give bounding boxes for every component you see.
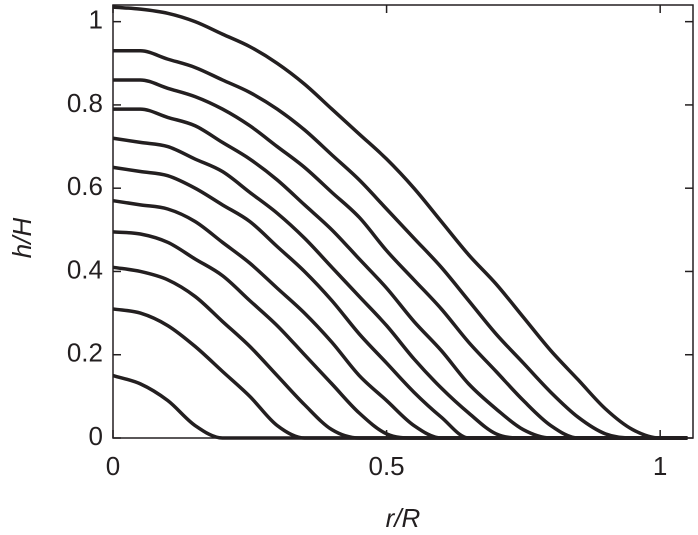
y-axis-label: h/H — [7, 218, 37, 259]
y-tick-label: 0.2 — [67, 338, 103, 368]
y-tick-label: 1 — [89, 5, 103, 35]
y-tick-label: 0.4 — [67, 254, 103, 284]
y-tick-label: 0.8 — [67, 88, 103, 118]
x-axis-label: r/R — [386, 503, 421, 533]
data-line — [112, 136, 688, 440]
x-tick-label: 0.5 — [369, 451, 405, 481]
y-tick-label: 0 — [89, 421, 103, 451]
plot-frame — [112, 4, 694, 439]
data-line — [113, 49, 688, 440]
x-tick-label: 0 — [106, 451, 120, 481]
data-line — [113, 78, 688, 440]
data-line — [113, 107, 688, 440]
data-line — [112, 307, 688, 440]
y-tick-label: 0.6 — [67, 171, 103, 201]
x-tick-label: 1 — [653, 451, 667, 481]
data-line — [112, 198, 688, 440]
data-line — [112, 5, 688, 440]
